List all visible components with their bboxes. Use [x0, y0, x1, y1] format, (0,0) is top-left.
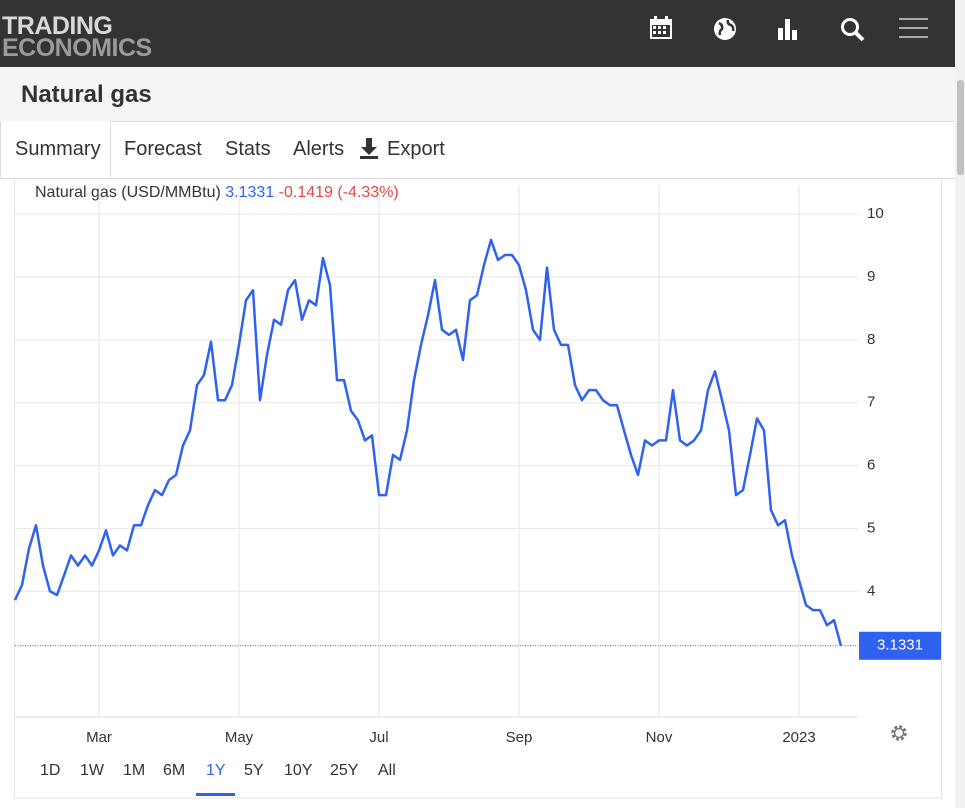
active-tab-box: [0, 121, 111, 178]
x-tick-label: May: [225, 729, 254, 746]
tab[interactable]: Alerts: [293, 138, 345, 160]
page-title: Natural gas: [21, 81, 152, 108]
logo[interactable]: ECONOMICS: [2, 34, 152, 62]
tab-bar: [0, 121, 955, 179]
y-tick-label: 4: [867, 582, 875, 599]
x-tick-label: Nov: [646, 729, 673, 746]
gear-ring: [893, 727, 905, 739]
range-button[interactable]: 1D: [40, 762, 61, 779]
last-value-box: [859, 631, 941, 660]
range-button[interactable]: 10Y: [284, 762, 313, 779]
tab[interactable]: Stats: [225, 138, 271, 160]
settings-icon[interactable]: [891, 725, 907, 741]
last-value: 3.1331: [225, 184, 274, 201]
legend: Natural gas (USD/MMBtu) 3.1331 -0.1419 (…: [35, 184, 399, 201]
legend-name: Natural gas (USD/MMBtu): [35, 184, 221, 201]
x-tick-label: Jul: [369, 729, 388, 746]
scrollbar[interactable]: [955, 0, 965, 808]
stats-icon[interactable]: [778, 19, 797, 40]
y-tick-label: 6: [867, 457, 875, 474]
x-tick-label: 2023: [782, 729, 815, 746]
tab[interactable]: Export: [387, 138, 445, 160]
y-tick-label: 5: [867, 519, 875, 536]
globe-icon[interactable]: [714, 18, 736, 40]
line-series: [13, 238, 843, 647]
range-button[interactable]: 1W: [80, 762, 104, 779]
change: -0.1419: [279, 184, 333, 201]
tab[interactable]: Forecast: [124, 138, 202, 160]
range-button[interactable]: 5Y: [244, 762, 264, 779]
y-tick-label: 9: [867, 268, 875, 285]
nav-icons: [650, 16, 928, 42]
title-bar: [0, 67, 955, 121]
range-button[interactable]: 1Y: [206, 762, 226, 779]
last-value-label: 3.1331: [877, 637, 923, 654]
range-button[interactable]: 6M: [163, 762, 186, 779]
change-pct: (-4.33%): [337, 184, 398, 201]
range-button[interactable]: All: [378, 762, 396, 779]
y-tick-label: 8: [867, 331, 875, 348]
search-icon[interactable]: [841, 18, 865, 42]
calendar-icon[interactable]: [650, 16, 672, 39]
export-icon[interactable]: [359, 137, 381, 161]
logo[interactable]: TRADING: [2, 12, 113, 40]
menu-icon[interactable]: [899, 18, 928, 38]
x-tick-label: Sep: [506, 729, 533, 746]
range-button[interactable]: 1M: [123, 762, 146, 779]
grid: [15, 185, 858, 717]
tab[interactable]: Summary: [15, 138, 101, 160]
y-tick-label: 7: [867, 394, 875, 411]
scroll-thumb[interactable]: [957, 80, 964, 175]
chart-panel: [14, 177, 942, 799]
y-tick-label: 10: [867, 205, 884, 222]
range-button[interactable]: 25Y: [330, 762, 359, 779]
gear-teeth: [891, 725, 907, 741]
x-tick-label: Mar: [86, 729, 112, 746]
range-underline[interactable]: [196, 793, 235, 796]
